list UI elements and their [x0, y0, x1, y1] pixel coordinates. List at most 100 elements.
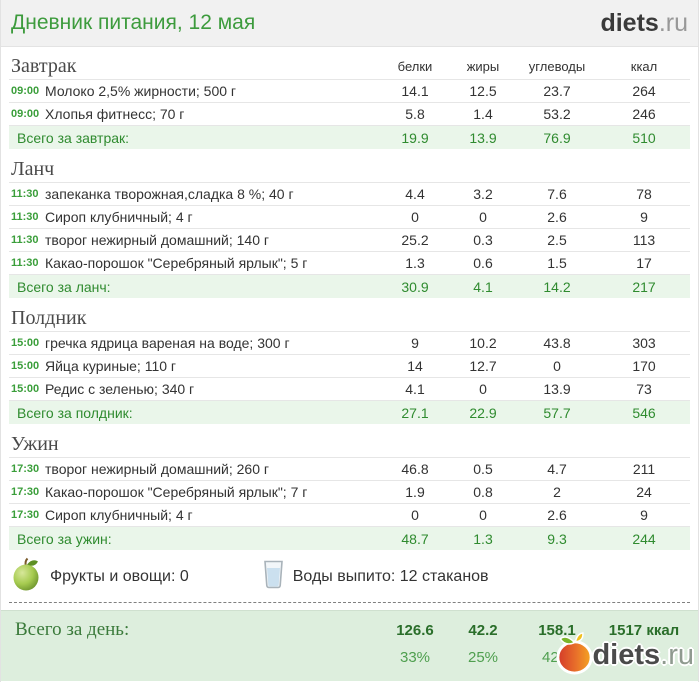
column-header-kcal: ккал — [630, 58, 658, 74]
day-total-bar: Всего за день: 126.6 42.2 158.1 1517 кка… — [1, 610, 698, 681]
kcal-value: 73 — [636, 381, 652, 397]
meal-section: Завтрак белки жиры углеводы ккал 09:00 Молоко … — [9, 53, 690, 149]
section-header-row: Ужин — [9, 431, 690, 458]
carbs-value: 0 — [553, 358, 561, 374]
kcal-value: 9 — [640, 507, 648, 523]
total-fat-value: 1.3 — [473, 530, 493, 547]
section-total-row: Всего за ужин: 48.7 1.3 9.3 244 — [9, 527, 690, 550]
food-row: 11:30 творог нежирный домашний; 140 г 25.2… — [9, 229, 690, 252]
meal-time: 15:00 — [11, 360, 40, 372]
fat-value: 0.5 — [473, 461, 493, 477]
kcal-value: 246 — [632, 106, 656, 122]
meal-time: 11:30 — [11, 188, 39, 200]
food-name[interactable]: Какао-порошок "Серебряный ярлык"; 7 г — [45, 484, 308, 500]
apple-logo-icon — [551, 629, 598, 681]
carbs-value: 13.9 — [543, 381, 571, 397]
fat-value: 0.3 — [473, 232, 493, 248]
total-fat-value: 4.1 — [473, 278, 493, 295]
kcal-value: 78 — [636, 186, 652, 202]
protein-value: 46.8 — [401, 461, 429, 477]
food-name[interactable]: Хлопья фитнесс; 70 г — [45, 106, 185, 122]
food-row: 09:00 Молоко 2,5% жирности; 500 г 14.1 12.5… — [9, 80, 690, 103]
kcal-value: 24 — [636, 484, 652, 500]
food-cell: 15:00 Яйца куриные; 110 г — [9, 358, 380, 374]
food-name[interactable]: Редис с зеленью; 340 г — [45, 381, 195, 397]
section-header-row: Полдник — [9, 305, 690, 332]
section-title-cell: Завтрак — [9, 55, 380, 78]
carbs-value: 43.8 — [543, 335, 571, 351]
section-total-label: Всего за ужин: — [17, 530, 112, 547]
total-kcal-value: 546 — [632, 404, 656, 421]
meal-time: 11:30 — [11, 211, 39, 223]
food-name[interactable]: Молоко 2,5% жирности; 500 г — [45, 83, 237, 99]
kcal-value: 264 — [632, 83, 656, 99]
total-protein-value: 30.9 — [401, 278, 429, 295]
meal-time: 09:00 — [11, 108, 40, 120]
meal-time: 11:30 — [11, 234, 39, 246]
diets-logo-name: diets — [600, 8, 659, 37]
carbs-value: 2 — [553, 484, 561, 500]
meal-section: Ланч 11:30 запеканка творожная,сладка 8 %;… — [9, 156, 690, 298]
diets-footer-logo[interactable]: diets.ru — [551, 629, 694, 681]
meal-time: 17:30 — [11, 463, 40, 475]
food-cell: 17:30 Какао-порошок "Серебряный ярлык"; 7… — [9, 484, 380, 500]
fat-value: 0.8 — [473, 484, 493, 500]
food-row: 17:30 творог нежирный домашний; 260 г 46.8… — [9, 458, 690, 481]
meal-time: 17:30 — [11, 509, 40, 521]
column-header-carbs: углеводы — [528, 58, 586, 74]
food-row: 11:30 Сироп клубничный; 4 г 0 0 2.6 9 — [9, 206, 690, 229]
food-cell: 09:00 Молоко 2,5% жирности; 500 г — [9, 83, 380, 99]
food-name[interactable]: запеканка творожная,сладка 8 %; 40 г — [45, 186, 294, 202]
kcal-value: 9 — [640, 209, 648, 225]
page-title: Дневник питания, 12 мая — [11, 11, 256, 34]
protein-value: 14.1 — [401, 83, 429, 99]
food-name[interactable]: Сироп клубничный; 4 г — [45, 507, 193, 523]
kcal-value: 17 — [636, 255, 652, 271]
food-cell: 09:00 Хлопья фитнесс; 70 г — [9, 106, 380, 122]
carbs-value: 2.6 — [547, 507, 567, 523]
section-title: Ужин — [11, 432, 59, 455]
section-header-row: Ланч — [9, 156, 690, 183]
food-name[interactable]: Сироп клубничный; 4 г — [45, 209, 193, 225]
total-fat-value: 13.9 — [469, 129, 497, 146]
day-total-fat: 42.2 — [468, 621, 498, 639]
food-cell: 15:00 гречка ядрица вареная на воде; 300 … — [9, 335, 380, 351]
food-table: Завтрак белки жиры углеводы ккал 09:00 Молоко … — [1, 47, 698, 550]
food-cell: 11:30 творог нежирный домашний; 140 г — [9, 232, 380, 248]
total-fat-value: 22.9 — [469, 404, 497, 421]
day-total-carbs: 158.1 — [538, 621, 576, 639]
fat-value: 0 — [479, 507, 487, 523]
protein-value: 14 — [407, 358, 423, 374]
food-name[interactable]: гречка ядрица вареная на воде; 300 г — [45, 335, 290, 351]
day-total-protein: 126.6 — [396, 621, 434, 639]
food-row: 15:00 Редис с зеленью; 340 г 4.1 0 13.9 73 — [9, 378, 690, 401]
total-protein-value: 48.7 — [401, 530, 429, 547]
meal-time: 15:00 — [11, 337, 40, 349]
fruits-counter: Фрукты и овощи: 0 — [11, 557, 189, 596]
diets-logo-suffix: .ru — [658, 8, 688, 37]
section-title-cell: Ланч — [9, 158, 380, 181]
carbs-value: 2.6 — [547, 209, 567, 225]
section-total-label: Всего за ланч: — [17, 278, 111, 295]
total-carbs-value: 76.9 — [543, 129, 571, 146]
food-name[interactable]: творог нежирный домашний; 140 г — [45, 232, 269, 248]
food-row: 11:30 запеканка творожная,сладка 8 %; 40 … — [9, 183, 690, 206]
meal-time: 15:00 — [11, 383, 40, 395]
carbs-value: 7.6 — [547, 186, 567, 202]
section-title-cell: Ужин — [9, 433, 380, 456]
food-name[interactable]: Какао-порошок "Серебряный ярлык"; 5 г — [45, 255, 308, 271]
meal-section: Полдник 15:00 гречка ядрица вареная на вод… — [9, 305, 690, 424]
protein-value: 5.8 — [405, 106, 425, 122]
day-fat-percent: 25% — [467, 649, 499, 666]
protein-value: 0 — [411, 507, 419, 523]
food-name[interactable]: творог нежирный домашний; 260 г — [45, 461, 269, 477]
total-kcal-value: 510 — [632, 129, 656, 146]
section-total-row: Всего за ланч: 30.9 4.1 14.2 217 — [9, 275, 690, 298]
food-cell: 11:30 Какао-порошок "Серебряный ярлык"; 5… — [9, 255, 380, 271]
section-total-row: Всего за завтрак: 19.9 13.9 76.9 510 — [9, 126, 690, 149]
food-name[interactable]: Яйца куриные; 110 г — [45, 358, 177, 374]
apple-icon — [11, 557, 41, 596]
diets-logo[interactable]: diets.ru — [600, 9, 688, 38]
fat-value: 0.6 — [473, 255, 493, 271]
water-label: Воды выпито: 12 стаканов — [292, 567, 489, 585]
